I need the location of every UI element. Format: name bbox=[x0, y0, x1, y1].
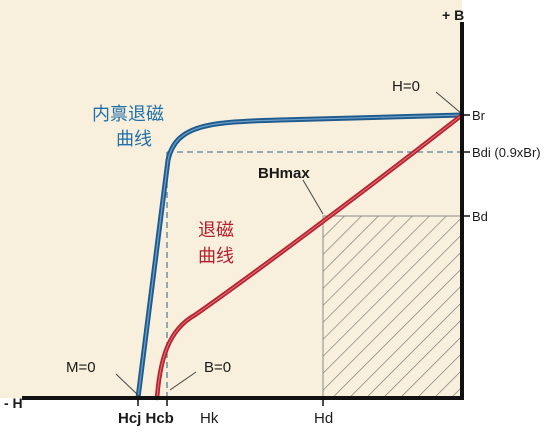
b0-label: B=0 bbox=[204, 359, 231, 376]
bhmax-leader-line bbox=[302, 179, 324, 215]
normal-curve-caption-line1: 退磁 bbox=[198, 220, 234, 241]
h0-label: H=0 bbox=[392, 78, 420, 95]
bdi-label: Bdi (0.9xBr) bbox=[472, 145, 541, 160]
br-label: Br bbox=[472, 108, 486, 123]
x-axis-label: - H bbox=[4, 395, 23, 411]
b0-leader-line bbox=[169, 371, 197, 391]
bd-label: Bd bbox=[472, 209, 488, 224]
bhmax-label: BHmax bbox=[258, 165, 310, 182]
hk-label: Hk bbox=[200, 410, 219, 427]
intrinsic-curve-caption-line1: 内禀退磁 bbox=[92, 103, 164, 125]
normal-curve-caption-line2: 曲线 bbox=[198, 246, 234, 267]
hcj-hcb-label: Hcj Hcb bbox=[118, 410, 174, 427]
intrinsic-curve-caption-line2: 曲线 bbox=[116, 129, 152, 150]
hd-label: Hd bbox=[314, 410, 333, 427]
m0-label: M=0 bbox=[66, 359, 96, 376]
bhmax-hatched-area bbox=[322, 215, 463, 399]
m0-leader-line bbox=[115, 373, 140, 397]
h0-leader-line bbox=[435, 91, 463, 115]
y-axis-label: + B bbox=[442, 7, 464, 23]
